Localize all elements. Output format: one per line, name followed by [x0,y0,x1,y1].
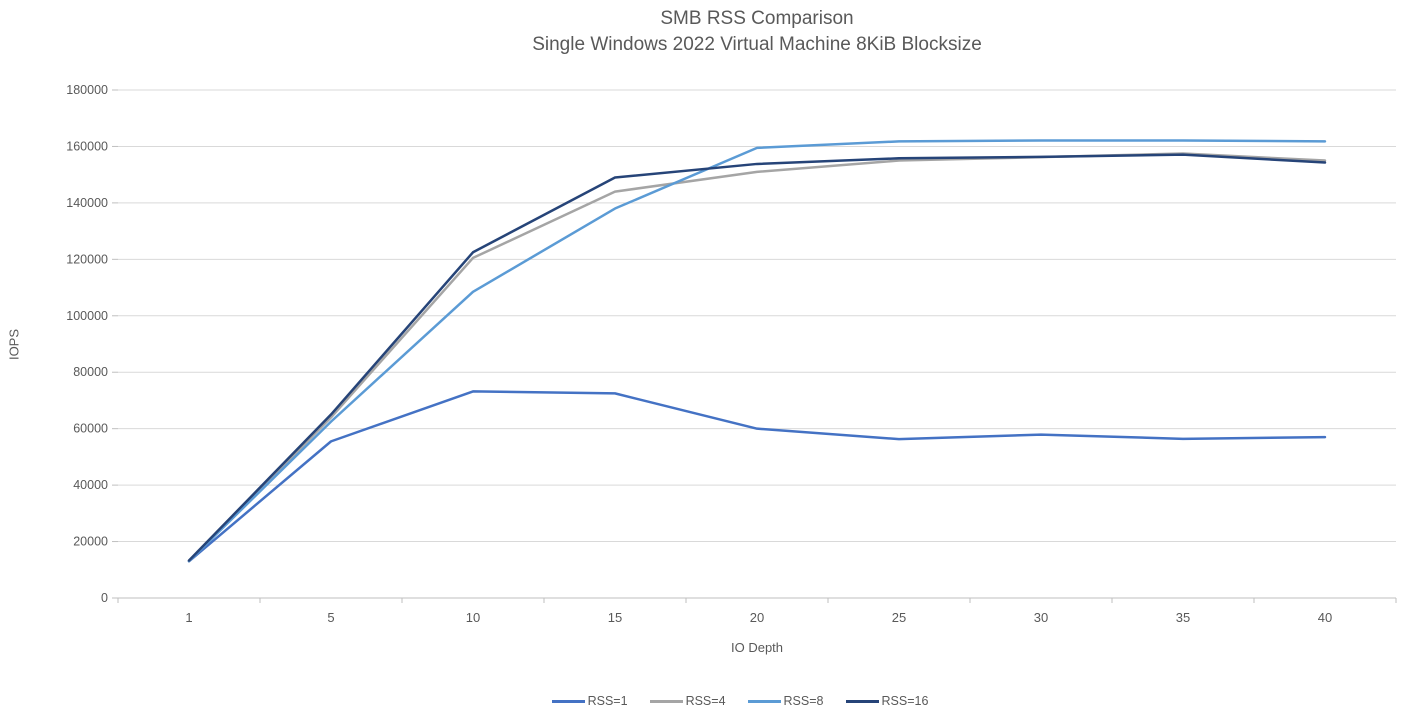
legend-label: RSS=8 [783,694,824,708]
y-tick-label: 40000 [73,478,108,492]
x-tick-label: 5 [327,610,334,625]
x-tick-label: 30 [1034,610,1048,625]
legend-swatch [747,699,781,703]
series-line-rss-16 [187,153,1327,562]
y-tick-label: 180000 [66,83,108,97]
y-tick-label: 80000 [73,365,108,379]
y-tick-label: 140000 [66,196,108,210]
y-tick-label: 100000 [66,309,108,323]
legend-item-rss-8: RSS=8 [747,694,824,708]
x-tick-label: 20 [750,610,764,625]
legend-label: RSS=4 [685,694,726,708]
chart-title: SMB RSS Comparison [660,8,854,29]
series-line-rss-8 [187,139,1327,563]
y-tick-label: 160000 [66,139,108,153]
chart-legend: RSS=1 RSS=4 RSS=8 RSS=16 [71,694,1409,708]
y-tick-label: 120000 [66,252,108,266]
series-line-rss-4 [187,152,1327,563]
x-tick-label: 15 [608,610,622,625]
legend-swatch [551,699,585,703]
series-line-rss-1 [187,390,1327,563]
x-tick-label: 10 [466,610,480,625]
x-tick-label: 25 [892,610,906,625]
chart-subtitle: Single Windows 2022 Virtual Machine 8KiB… [532,34,982,55]
legend-label: RSS=16 [881,694,929,708]
x-axis-title: IO Depth [730,640,784,655]
y-tick-label: 60000 [73,422,108,436]
legend-swatch [845,699,879,703]
legend-item-rss-1: RSS=1 [551,694,628,708]
y-axis-title: IOPS [6,328,22,361]
x-tick-label: 35 [1176,610,1190,625]
y-tick-label: 20000 [73,535,108,549]
legend-label: RSS=1 [587,694,628,708]
legend-swatch [649,699,683,703]
y-tick-label: 0 [101,591,108,605]
x-tick-label: 1 [185,610,192,625]
legend-item-rss-4: RSS=4 [649,694,726,708]
x-tick-label: 40 [1318,610,1332,625]
legend-item-rss-16: RSS=16 [845,694,929,708]
